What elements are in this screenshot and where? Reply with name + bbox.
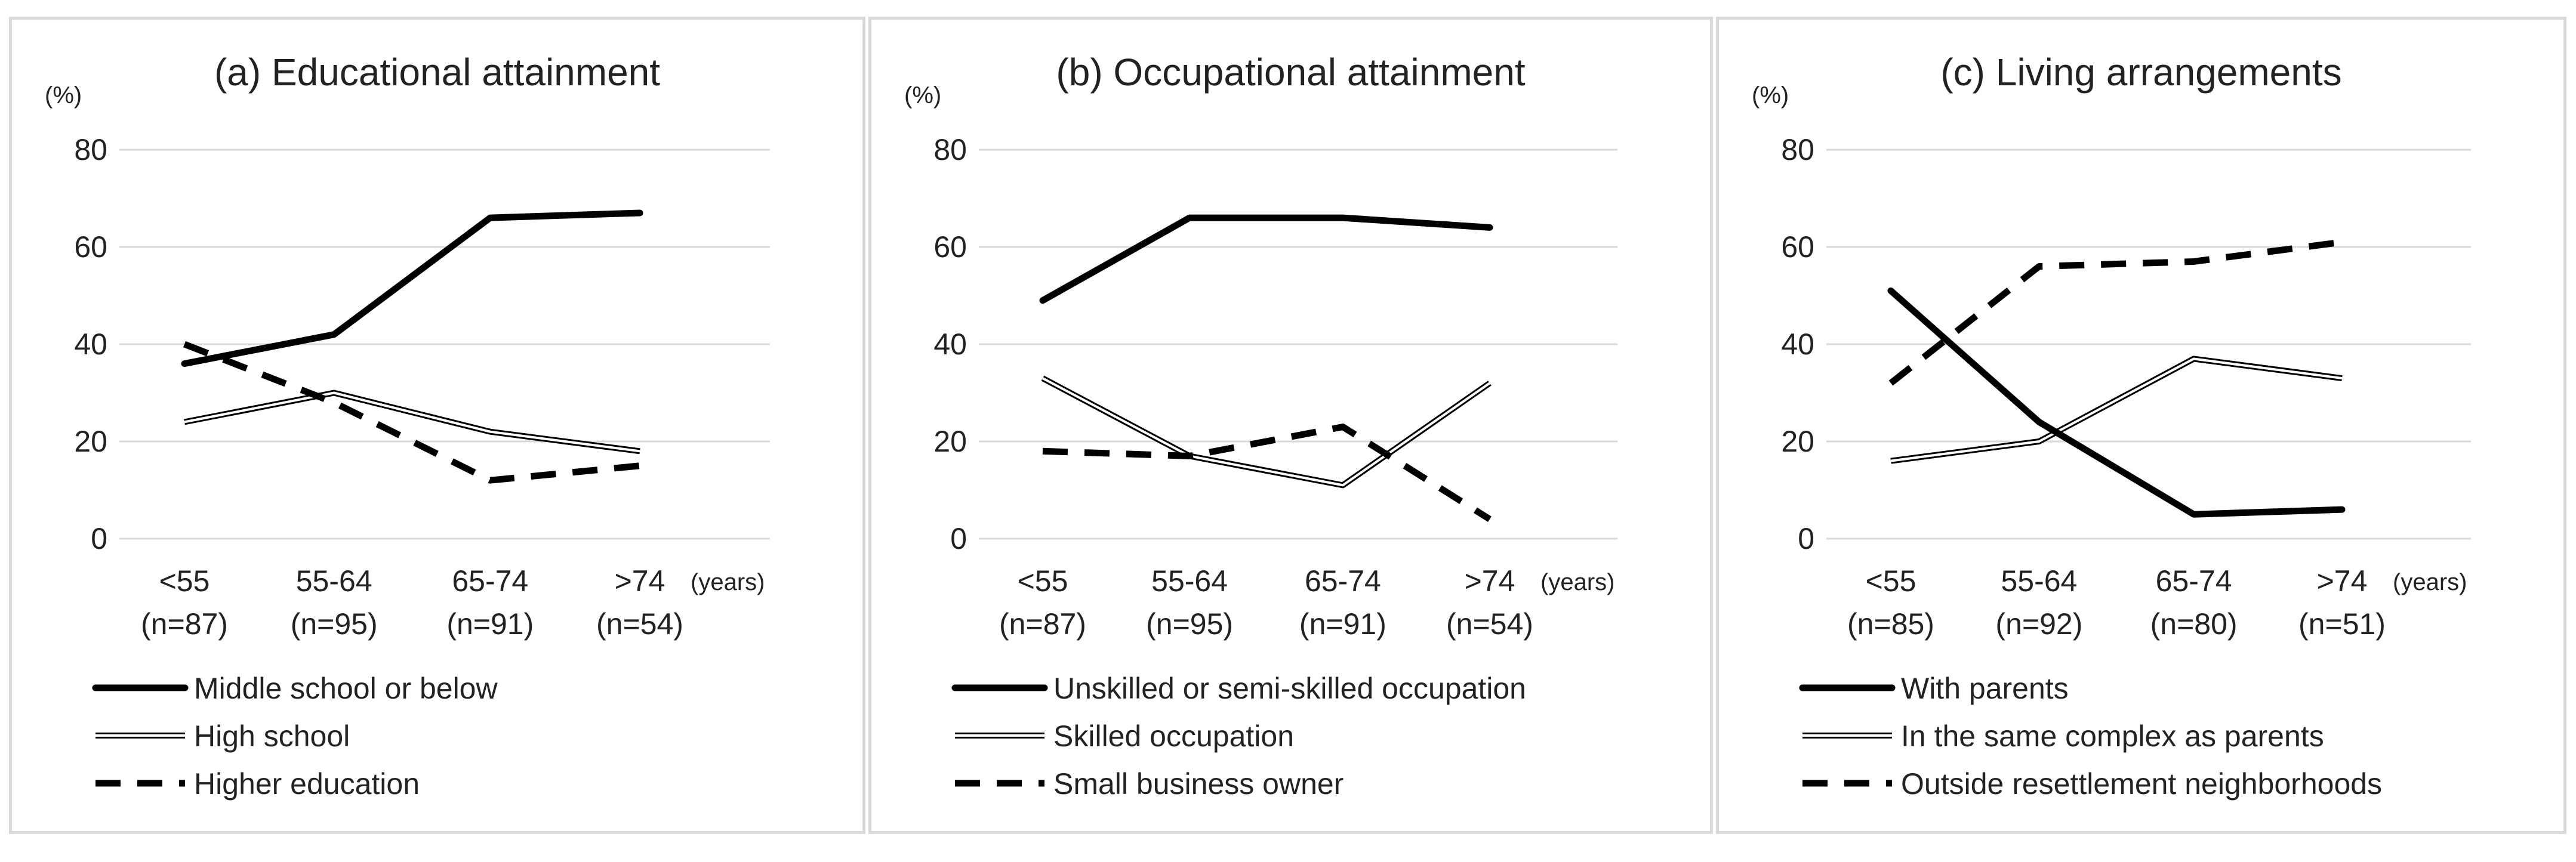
x-tick-count-label: (n=92) — [1995, 607, 2082, 641]
x-tick-label: 55-64 — [1151, 564, 1228, 598]
series-line — [181, 209, 643, 367]
y-tick-label: 80 — [74, 133, 107, 166]
series-line — [1888, 239, 2343, 386]
x-tick-label: 65-74 — [452, 564, 528, 598]
x-tick-label: >74 — [615, 564, 665, 598]
chart-title: (a) Educational attainment — [214, 51, 660, 94]
y-tick-label: 80 — [1781, 133, 1814, 166]
gridlines — [979, 149, 1617, 540]
chart-svg-c: (c) Living arrangements (%) 0 20 40 60 80 <55 (n… — [1752, 51, 2471, 801]
x-tick-label: <55 — [1018, 564, 1068, 598]
x-tick-label: 55-64 — [296, 564, 372, 598]
chart-panel-living-arrangements: (c) Living arrangements (%) 0 20 40 60 80 <55 (n… — [1716, 17, 2566, 834]
legend-label: Middle school or below — [194, 672, 498, 705]
series-line-inner — [1042, 377, 1491, 487]
x-tick-count-label: (n=54) — [596, 607, 683, 641]
y-tick-label: 20 — [933, 425, 967, 458]
x-tick-count-label: (n=54) — [1446, 607, 1533, 641]
x-tick-count-label: (n=87) — [141, 607, 228, 641]
chart-panel-educational-attainment: (a) Educational attainment (%) 0 20 40 60 80 <5… — [9, 17, 865, 834]
chart-panel-occupational-attainment: (b) Occupational attainment (%) 0 20 40 60 80 <… — [868, 17, 1713, 834]
x-axis-unit: (years) — [1540, 569, 1614, 595]
x-tick-count-label: (n=87) — [999, 607, 1086, 641]
y-tick-label: 40 — [74, 328, 107, 361]
y-tick-label: 0 — [91, 522, 107, 555]
series-line — [1887, 287, 2346, 518]
chart-svg-a: (a) Educational attainment (%) 0 20 40 60 80 <5… — [45, 51, 770, 801]
y-tick-label: 60 — [1781, 230, 1814, 264]
y-tick-label: 0 — [950, 522, 967, 555]
y-axis-unit: (%) — [45, 82, 82, 109]
x-tick-count-label: (n=51) — [2298, 607, 2386, 641]
x-tick-label: 65-74 — [2156, 564, 2232, 598]
gridlines — [119, 149, 770, 540]
series-double — [1041, 375, 1492, 489]
series-dashed — [1888, 239, 2343, 386]
x-tick-count-label: (n=85) — [1847, 607, 1934, 641]
y-tick-label: 60 — [933, 230, 967, 264]
legend: Unskilled or semi-skilled occupation Skil… — [951, 672, 1526, 801]
x-tick-count-label: (n=91) — [1299, 607, 1386, 641]
x-tick-count-label: (n=91) — [446, 607, 534, 641]
y-tick-label: 80 — [933, 133, 967, 166]
y-tick-label: 20 — [74, 425, 107, 458]
y-axis-unit: (%) — [1752, 82, 1789, 109]
x-tick-label: <55 — [1866, 564, 1916, 598]
x-tick-label: >74 — [2317, 564, 2368, 598]
series-solid — [1039, 214, 1493, 304]
series-line — [1039, 214, 1493, 304]
x-axis-unit: (years) — [691, 569, 765, 595]
y-tick-label: 0 — [1798, 522, 1814, 555]
series-line — [1890, 356, 2343, 464]
legend-label: Higher education — [194, 767, 420, 801]
x-tick-count-label: (n=95) — [291, 607, 378, 641]
legend-label: Small business owner — [1053, 767, 1344, 801]
legend-label: In the same complex as parents — [1901, 719, 2324, 753]
legend-label: Skilled occupation — [1053, 719, 1294, 753]
series-double — [1890, 356, 2343, 464]
legend: With parents In the same complex as paren… — [1799, 672, 2382, 801]
series-double — [184, 390, 640, 455]
chart-title: (c) Living arrangements — [1940, 51, 2341, 94]
series-line — [1041, 375, 1492, 489]
y-tick-label: 20 — [1781, 425, 1814, 458]
x-tick-label: <55 — [159, 564, 210, 598]
series-line — [1042, 424, 1492, 523]
x-tick-label: 65-74 — [1305, 564, 1381, 598]
legend-label: Unskilled or semi-skilled occupation — [1053, 672, 1526, 705]
x-tick-count-label: (n=80) — [2150, 607, 2238, 641]
legend-label: With parents — [1901, 672, 2069, 705]
chart-title: (b) Occupational attainment — [1056, 51, 1525, 94]
x-tick-label: >74 — [1465, 564, 1515, 598]
series-line-inner — [1890, 357, 2343, 462]
x-tick-count-label: (n=95) — [1146, 607, 1233, 641]
y-tick-label: 60 — [74, 230, 107, 264]
legend-label: High school — [194, 719, 350, 753]
x-axis-unit: (years) — [2393, 569, 2467, 595]
series-dashed — [1042, 424, 1492, 523]
y-tick-label: 40 — [1781, 328, 1814, 361]
legend: Middle school or below High school Higher … — [92, 672, 498, 801]
x-tick-label: 55-64 — [2001, 564, 2077, 598]
chart-svg-b: (b) Occupational attainment (%) 0 20 40 60 80 <… — [904, 51, 1617, 801]
y-tick-label: 40 — [933, 328, 967, 361]
series-solid — [1887, 287, 2346, 518]
gridlines — [1826, 149, 2471, 540]
series-line-inner — [184, 391, 640, 453]
legend-label: Outside resettlement neighborhoods — [1901, 767, 2382, 801]
y-axis-unit: (%) — [904, 82, 941, 109]
series-solid — [181, 209, 643, 367]
